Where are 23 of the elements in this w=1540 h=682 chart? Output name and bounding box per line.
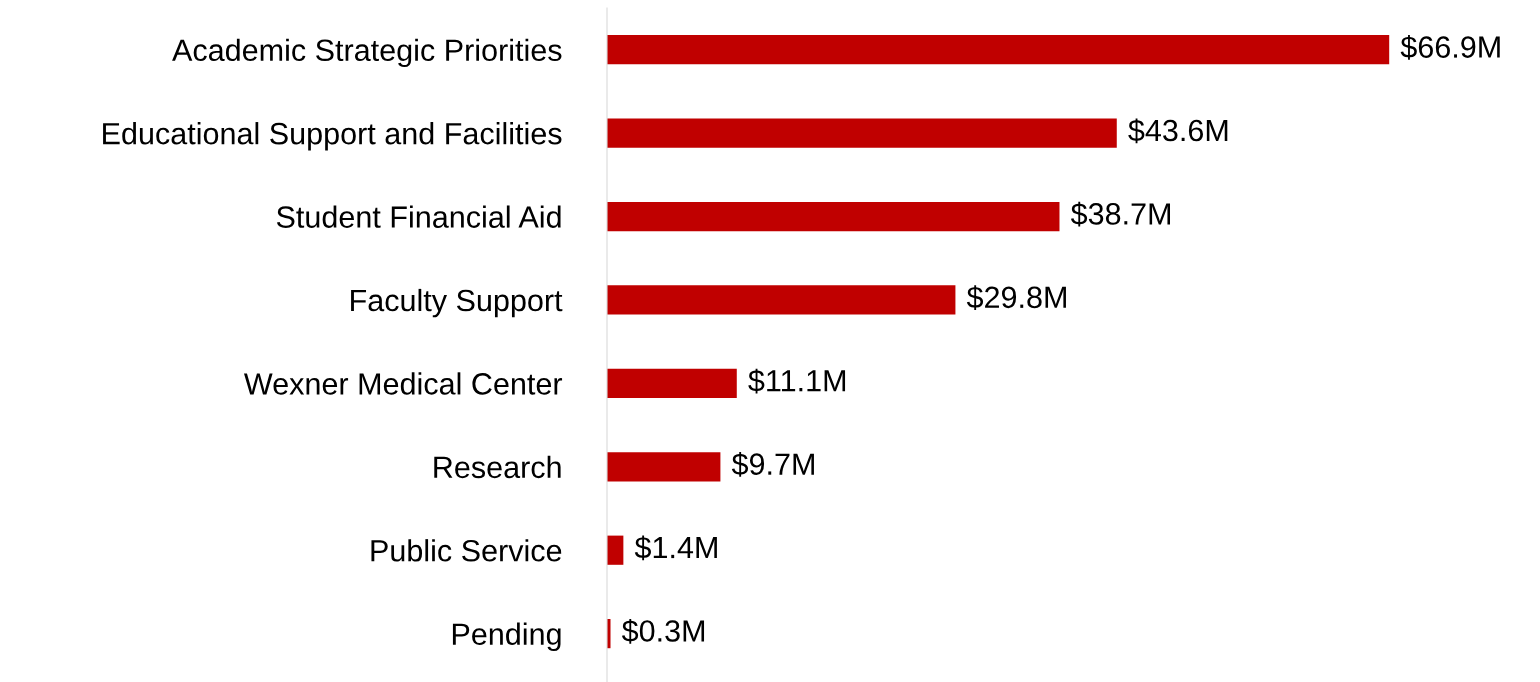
bar xyxy=(607,285,956,315)
bar xyxy=(607,35,1390,65)
y-tick-label: Pending xyxy=(452,622,561,652)
data-label: $9.7M xyxy=(731,452,814,477)
bar xyxy=(607,118,1117,148)
data-label: $38.7M xyxy=(1070,201,1171,227)
data-label: $1.4M xyxy=(634,535,717,561)
y-tick-label: Educational Support and Facilities xyxy=(103,122,562,151)
data-label: $43.6M xyxy=(1128,118,1228,144)
bar xyxy=(607,201,1060,232)
data-label: $29.8M xyxy=(966,285,1066,310)
data-label: $0.3M xyxy=(621,618,705,644)
y-tick-label: Public Service xyxy=(371,539,562,562)
y-tick-label: Wexner Medical Center xyxy=(243,372,563,395)
y-tick-label: Academic Strategic Priorities xyxy=(172,38,562,68)
data-label: $66.9M xyxy=(1400,34,1500,60)
bar xyxy=(607,452,721,482)
bar xyxy=(607,368,737,398)
y-tick-label: Student Financial Aid xyxy=(276,205,561,228)
y-tick-label: Faculty Support xyxy=(351,288,563,318)
data-label: $11.1M xyxy=(748,368,846,394)
y-tick-label: Research xyxy=(434,455,561,479)
bar xyxy=(607,535,624,565)
